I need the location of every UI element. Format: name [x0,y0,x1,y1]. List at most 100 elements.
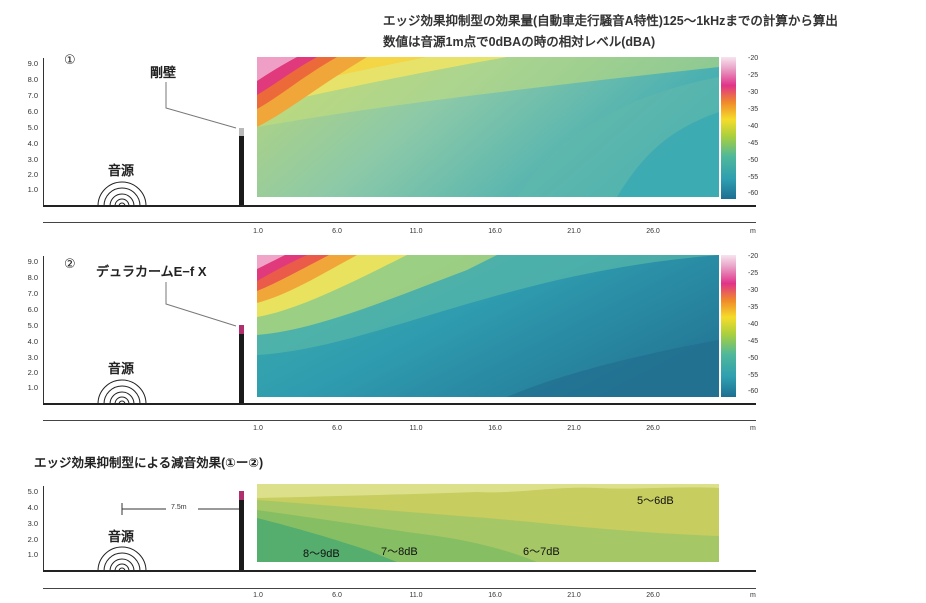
colorbar [721,57,736,199]
x-unit-label: m [750,592,756,599]
ground-line [43,403,756,405]
y-tick-label: 1.0 [27,383,38,392]
x-tick-label: 26.0 [646,592,660,599]
colorbar-tick: -40 [748,321,759,328]
y-tick-label: 6.0 [27,107,38,116]
x-unit-label: m [750,425,756,432]
y-tick-label: 8.0 [27,273,38,282]
y-tick-label: 4.0 [27,337,38,346]
x-tick-label: 16.0 [488,592,502,599]
colorbar-tick: -35 [748,304,759,311]
x-tick-label: 21.0 [567,592,581,599]
wall-top-cap [239,325,244,334]
x-tick-label: 1.0 [253,228,263,235]
colorbar-tick: -20 [748,55,759,62]
ground-line [43,570,756,572]
y-axis [43,58,44,206]
x-axis [43,222,756,223]
sound-source-icon [97,379,147,405]
wall-top-cap [239,491,244,500]
source-label: 音源 [108,529,135,544]
panel-number: ② [64,256,76,271]
header-line-1: エッジ効果抑制型の効果量(自動車走行騒音A特性)125〜1kHzまでの計算から算… [383,14,838,28]
colorbar-tick: -55 [748,372,759,379]
colorbar-tick: -50 [748,355,759,362]
x-tick-label: 6.0 [332,228,342,235]
y-tick-label: 9.0 [27,257,38,266]
colorbar-tick: -55 [748,174,759,181]
y-tick-label: 9.0 [27,59,38,68]
sound-level-contour-map [257,255,719,397]
y-tick-label: 4.0 [27,503,38,512]
y-tick-label: 3.0 [27,353,38,362]
colorbar-tick: -30 [748,89,759,96]
x-axis [43,588,756,589]
x-tick-label: 11.0 [409,592,423,599]
x-axis [43,420,756,421]
y-tick-label: 7.0 [27,289,38,298]
y-tick-label: 7.0 [27,91,38,100]
reduction-zone-label: 7〜8dB [381,546,418,558]
y-tick-label: 2.0 [27,535,38,544]
x-tick-label: 6.0 [332,425,342,432]
x-tick-label: 6.0 [332,592,342,599]
wall-top-cap [239,128,244,136]
colorbar-tick: -50 [748,157,759,164]
x-unit-label: m [750,228,756,235]
x-tick-label: 21.0 [567,425,581,432]
noise-barrier-wall [239,136,244,206]
reduction-zone-label: 6〜7dB [523,546,560,558]
y-tick-label: 2.0 [27,368,38,377]
y-tick-label: 2.0 [27,170,38,179]
colorbar-tick: -40 [748,123,759,130]
ground-line [43,205,756,207]
y-tick-label: 3.0 [27,155,38,164]
y-tick-label: 4.0 [27,139,38,148]
colorbar-tick: -30 [748,287,759,294]
y-tick-label: 5.0 [27,487,38,496]
x-tick-label: 21.0 [567,228,581,235]
colorbar [721,255,736,397]
source-label: 音源 [108,361,135,376]
sound-source-icon [97,181,147,207]
y-tick-label: 5.0 [27,123,38,132]
colorbar-tick: -60 [748,388,759,395]
colorbar-tick: -60 [748,190,759,197]
distance-label: 7.5m [171,504,187,511]
difference-section-title: エッジ効果抑制型による減音効果(①ー②) [34,456,264,470]
colorbar-tick: -45 [748,338,759,345]
wall-leader-line [165,282,237,327]
sound-source-icon [97,546,147,572]
reduction-zone-label: 5〜6dB [637,495,674,507]
source-label: 音源 [108,163,135,178]
panel-number: ① [64,52,76,67]
distance-dimension-line [121,503,240,515]
x-tick-label: 26.0 [646,425,660,432]
y-tick-label: 8.0 [27,75,38,84]
y-tick-label: 1.0 [27,550,38,559]
colorbar-tick: -20 [748,253,759,260]
y-axis [43,256,44,404]
x-tick-label: 11.0 [409,228,423,235]
x-tick-label: 1.0 [253,592,263,599]
noise-barrier-wall [239,334,244,404]
x-tick-label: 16.0 [488,425,502,432]
header-line-2: 数値は音源1m点で0dBAの時の相対レベル(dBA) [383,35,656,49]
sound-level-contour-map [257,57,719,197]
noise-reduction-map [257,484,719,562]
x-tick-label: 26.0 [646,228,660,235]
colorbar-tick: -35 [748,106,759,113]
y-tick-label: 3.0 [27,519,38,528]
colorbar-tick: -45 [748,140,759,147]
wall-leader-line [165,82,237,129]
x-tick-label: 11.0 [409,425,423,432]
noise-barrier-wall [239,500,244,571]
y-tick-label: 1.0 [27,185,38,194]
wall-label: デュラカームE−f X [96,264,207,279]
colorbar-tick: -25 [748,270,759,277]
x-tick-label: 1.0 [253,425,263,432]
y-axis [43,486,44,572]
y-tick-label: 5.0 [27,321,38,330]
x-tick-label: 16.0 [488,228,502,235]
colorbar-tick: -25 [748,72,759,79]
